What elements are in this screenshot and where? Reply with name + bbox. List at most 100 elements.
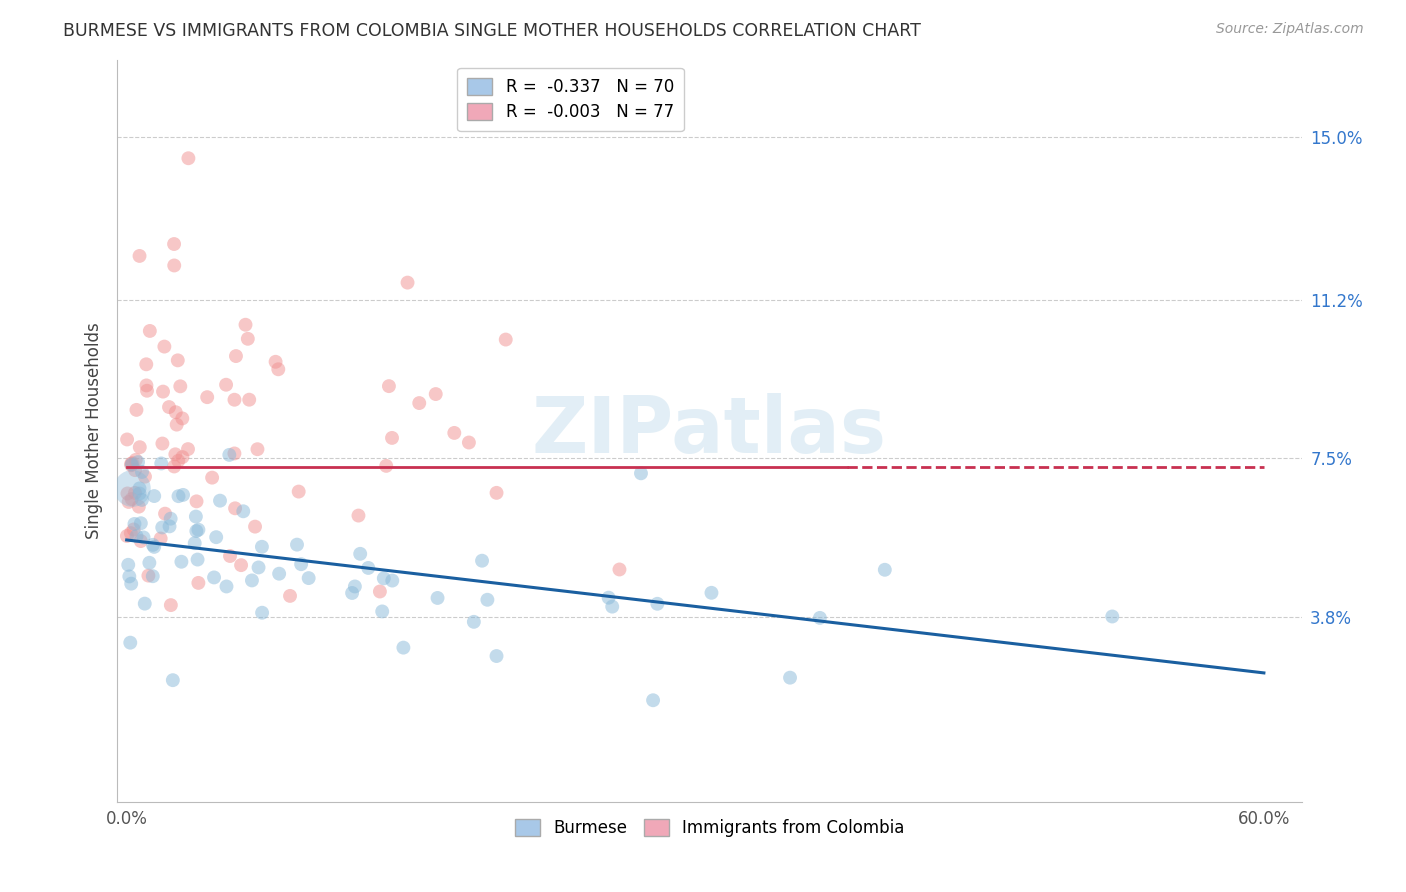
Point (169, 379, 191, 393)
Point (153, 340, 176, 354)
Point (149, 532, 172, 546)
Point (136, 384, 159, 398)
Point (135, 357, 157, 371)
Point (368, 584, 391, 599)
Point (471, 554, 494, 568)
Point (225, 349, 247, 363)
Point (187, 552, 209, 566)
Point (375, 458, 398, 473)
Point (598, 591, 620, 605)
Point (235, 318, 257, 332)
Point (128, 486, 150, 500)
Point (184, 509, 207, 524)
Point (224, 392, 246, 407)
Point (236, 332, 259, 346)
Point (118, 569, 141, 583)
Point (278, 589, 301, 603)
Point (779, 671, 801, 685)
Text: ZIPatlas: ZIPatlas (531, 392, 887, 468)
Point (208, 493, 231, 508)
Point (630, 467, 652, 481)
Point (142, 569, 165, 583)
Point (121, 491, 143, 506)
Point (443, 425, 465, 440)
Point (195, 390, 218, 404)
Point (162, 673, 184, 688)
Point (485, 648, 508, 663)
Point (250, 540, 273, 554)
Point (264, 355, 287, 369)
Point (121, 482, 143, 496)
Point (224, 446, 246, 460)
Point (238, 392, 260, 407)
Point (138, 568, 160, 582)
Point (131, 492, 153, 507)
Point (128, 482, 150, 496)
Y-axis label: Single Mother Households: Single Mother Households (86, 322, 103, 539)
Point (187, 523, 209, 537)
Point (129, 534, 152, 549)
Point (135, 378, 157, 392)
Point (159, 519, 181, 533)
Legend: Burmese, Immigrants from Colombia: Burmese, Immigrants from Colombia (506, 810, 912, 846)
Point (250, 606, 273, 620)
Point (121, 456, 143, 470)
Point (142, 538, 165, 552)
Point (485, 486, 508, 500)
Point (160, 598, 183, 612)
Point (287, 484, 309, 499)
Point (700, 586, 723, 600)
Point (125, 529, 148, 543)
Point (117, 486, 139, 500)
Point (128, 440, 150, 454)
Point (647, 597, 669, 611)
Point (115, 433, 138, 447)
Point (124, 463, 146, 477)
Point (166, 353, 188, 368)
Point (873, 563, 896, 577)
Point (167, 489, 190, 503)
Point (186, 494, 208, 508)
Point (373, 571, 395, 585)
Point (183, 536, 205, 550)
Point (243, 519, 266, 533)
Point (240, 574, 263, 588)
Point (392, 640, 415, 655)
Point (139, 324, 162, 338)
Point (122, 523, 145, 537)
Point (1101, 609, 1123, 624)
Point (808, 611, 831, 625)
Point (129, 516, 152, 531)
Point (357, 561, 380, 575)
Point (131, 465, 153, 479)
Point (152, 436, 174, 450)
Point (396, 276, 419, 290)
Point (267, 362, 290, 376)
Point (153, 507, 176, 521)
Point (219, 549, 242, 563)
Point (166, 417, 188, 432)
Point (163, 259, 186, 273)
Point (600, 599, 623, 614)
Point (218, 448, 240, 462)
Point (641, 693, 664, 707)
Point (371, 604, 394, 618)
Point (340, 586, 363, 600)
Point (134, 469, 156, 483)
Point (224, 501, 246, 516)
Point (349, 547, 371, 561)
Point (150, 457, 173, 471)
Point (172, 450, 194, 464)
Point (159, 511, 181, 525)
Point (172, 411, 194, 425)
Point (128, 500, 150, 514)
Point (347, 508, 370, 523)
Point (477, 592, 499, 607)
Point (128, 249, 150, 263)
Point (408, 396, 430, 410)
Point (152, 384, 174, 399)
Point (125, 403, 148, 417)
Point (298, 571, 321, 585)
Point (381, 574, 404, 588)
Point (120, 457, 142, 471)
